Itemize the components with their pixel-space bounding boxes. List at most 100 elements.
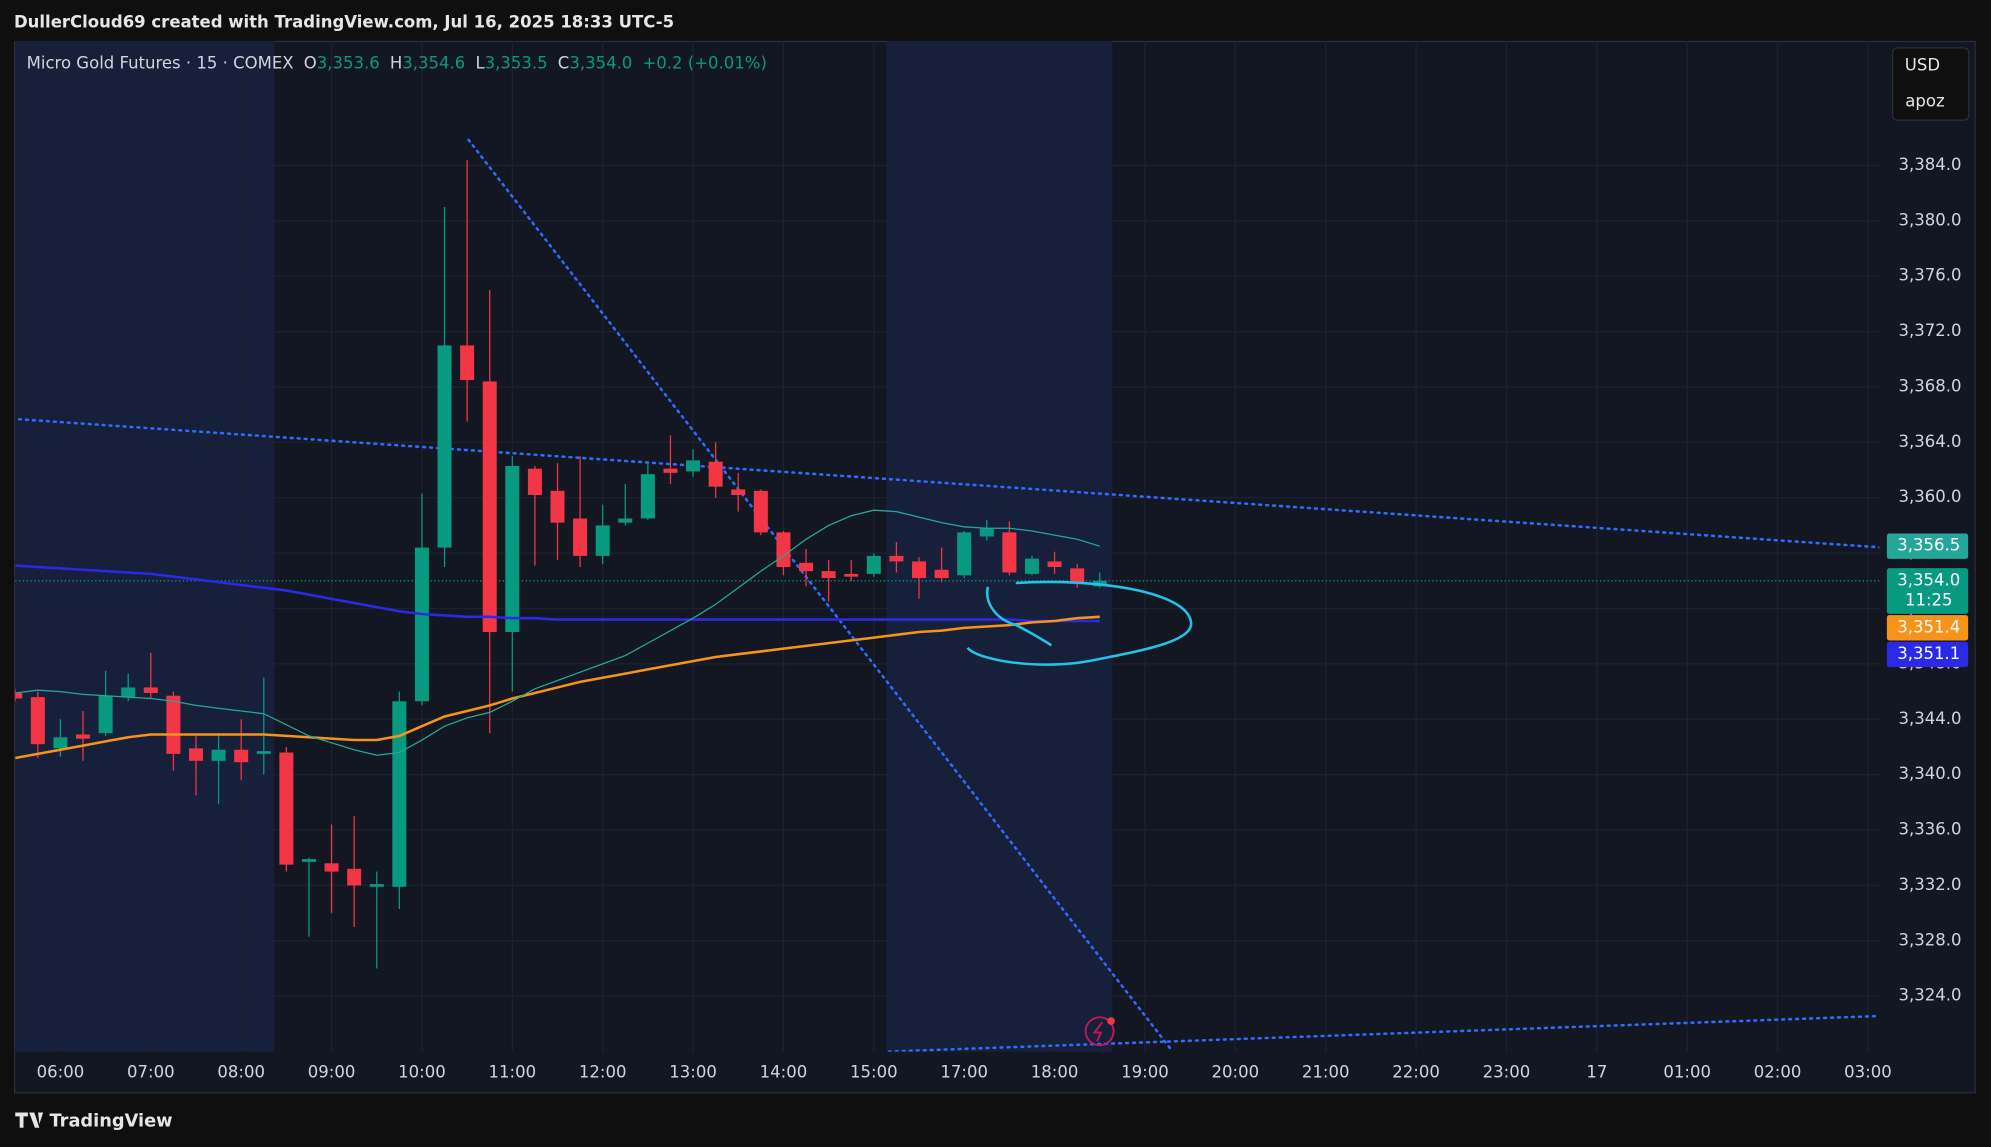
candle-body (957, 532, 972, 576)
y-tick-label: 3,364.0 (1899, 432, 1962, 451)
event-icon[interactable] (1084, 1016, 1115, 1047)
candle-body (640, 474, 655, 519)
candle-body (505, 465, 520, 633)
x-tick-label: 12:00 (579, 1063, 627, 1082)
y-tick-label: 3,360.0 (1899, 487, 1962, 506)
price-label (1886, 615, 1969, 641)
price-label-text: 3,351.1 (1897, 644, 1960, 663)
x-tick-label: 21:00 (1302, 1063, 1350, 1082)
y-tick-label: 3,340.0 (1899, 764, 1962, 783)
freehand-drawing (966, 580, 1193, 666)
x-tick-label: 09:00 (308, 1063, 356, 1082)
candle-body (188, 748, 203, 761)
candle-body (15, 692, 23, 699)
candle-body (595, 525, 610, 556)
countdown: 11:25 (1905, 591, 1953, 610)
candle-body (889, 555, 904, 562)
candle-body (1047, 561, 1062, 567)
candle-body (98, 695, 113, 734)
candle-body (1070, 568, 1085, 584)
candle-body (573, 518, 588, 556)
candle-body (979, 528, 994, 537)
moving-average (15, 564, 1100, 623)
y-tick-label: 3,344.0 (1899, 709, 1962, 728)
candle-body (1002, 532, 1017, 573)
candle-body (821, 571, 836, 579)
price-label-text: 3,356.5 (1897, 536, 1960, 555)
grid (15, 40, 1880, 1052)
logo (15, 1112, 44, 1128)
candle-body (776, 532, 791, 567)
y-tick-label: 3,380.0 (1899, 210, 1962, 229)
y-tick-label: 3,384.0 (1899, 155, 1962, 174)
candle-body (618, 518, 633, 523)
candle-body (347, 868, 362, 886)
legend-key: L (475, 53, 485, 72)
candle-body (53, 737, 68, 749)
candle-body (460, 345, 475, 381)
price-axis: 06:00 07:00 08:00 09:00 10:00 11:00 12:00 13:00… (37, 155, 1969, 1082)
legend-value: 3,354.6 (402, 53, 465, 72)
candle-body (550, 490, 565, 523)
legend-value: 3,353.5 (485, 53, 548, 72)
legend-key: O (304, 53, 317, 72)
x-tick-label: 22:00 (1392, 1063, 1440, 1082)
candle-body (731, 489, 746, 495)
candle-body (143, 687, 158, 693)
y-tick-label: 3,332.0 (1899, 875, 1962, 894)
x-tick-label: 13:00 (669, 1063, 717, 1082)
plot (15, 159, 1107, 969)
legend-value: 3,354.0 (569, 53, 632, 72)
candle-body (256, 751, 271, 754)
candle-body (324, 863, 339, 872)
candle-body (121, 687, 136, 698)
price-label (1886, 568, 1969, 614)
footer: TradingView (50, 1111, 173, 1131)
ohlc-legend: Micro Gold Futures · 15 · COMEX O3,353.6 H… (27, 53, 767, 72)
event-dot (1107, 1017, 1115, 1025)
candle-body (234, 749, 249, 763)
x-tick-label: 10:00 (398, 1063, 446, 1082)
legend-value: 3,353.6 (317, 53, 380, 72)
candle-body (663, 468, 678, 473)
candle-body (753, 490, 768, 533)
x-tick-label: 17 (1586, 1063, 1607, 1082)
moving-average (15, 615, 1100, 760)
legend-key: H (390, 53, 402, 72)
x-tick-label: 17:00 (940, 1063, 988, 1082)
candle-body (301, 859, 316, 862)
x-tick-label: 18:00 (1031, 1063, 1079, 1082)
y-tick-label: 3,368.0 (1899, 376, 1962, 395)
unit: apoz (1905, 91, 1944, 110)
price-label-text: 3,351.4 (1897, 617, 1960, 636)
x-tick-label: 06:00 (37, 1063, 85, 1082)
x-tick-label: 01:00 (1663, 1063, 1711, 1082)
candle-body (912, 561, 927, 579)
price-label-text: 3,354.0 (1897, 570, 1960, 589)
candle-body (369, 884, 384, 887)
candle-body (30, 697, 45, 745)
candle-body (76, 734, 91, 739)
candle-body (437, 345, 452, 548)
trend-line (467, 138, 1172, 1051)
sessions (15, 40, 1113, 1052)
candle-body (844, 573, 859, 577)
candle-body (799, 562, 814, 572)
session-band (15, 40, 275, 1052)
x-tick-label: 03:00 (1844, 1063, 1892, 1082)
moving-average (15, 509, 1100, 756)
candle-body (686, 460, 701, 472)
x-tick-label: 07:00 (127, 1063, 175, 1082)
price-label (1886, 641, 1969, 668)
event-icon-bolt (1092, 1021, 1103, 1042)
candle-body (211, 749, 226, 761)
x-tick-label: 11:00 (489, 1063, 537, 1082)
x-tick-label: 15:00 (850, 1063, 898, 1082)
header: DullerCloud69 created with TradingView.c… (14, 13, 674, 32)
candle-body (414, 547, 429, 702)
x-tick-label: 20:00 (1212, 1063, 1260, 1082)
currency-box[interactable] (1891, 47, 1970, 121)
y-tick-label: 3,376.0 (1899, 266, 1962, 285)
candle-body (166, 695, 181, 754)
